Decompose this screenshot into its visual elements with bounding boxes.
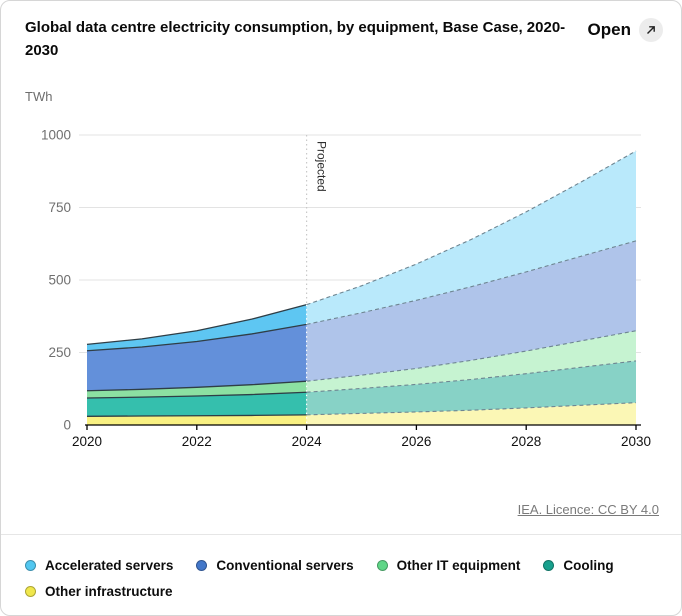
open-button-label: Open	[587, 20, 631, 39]
y-axis-unit-label: TWh	[25, 89, 53, 104]
legend-dot-conventional-servers-icon	[196, 559, 208, 571]
svg-text:250: 250	[48, 345, 71, 360]
legend-dot-cooling-icon	[543, 559, 555, 571]
legend-label-conventional-servers: Conventional servers	[216, 557, 354, 573]
svg-text:2028: 2028	[511, 434, 541, 449]
svg-text:2024: 2024	[292, 434, 323, 449]
chart-legend: Accelerated servers Conventional servers O…	[25, 552, 665, 604]
legend-label-other-it-equipment: Other IT equipment	[396, 557, 521, 573]
legend-item-conventional-servers[interactable]: Conventional servers	[196, 557, 354, 573]
legend-dot-other-infrastructure-icon	[25, 585, 36, 597]
legend-item-other-infrastructure[interactable]: Other infrastructure	[25, 584, 173, 599]
chart-title: Global data centre electricity consumpti…	[25, 19, 566, 59]
legend-dot-accelerated-servers-icon	[25, 559, 36, 571]
svg-text:500: 500	[48, 273, 71, 288]
legend-item-other-it-equipment[interactable]: Other IT equipment	[376, 557, 521, 573]
legend-row: Other infrastructure	[25, 578, 665, 604]
legend-item-cooling[interactable]: Cooling	[543, 557, 614, 573]
legend-label-cooling: Cooling	[563, 557, 614, 573]
svg-text:Projected: Projected	[315, 141, 329, 192]
legend-row: Accelerated servers Conventional servers O…	[25, 552, 665, 578]
svg-text:2020: 2020	[72, 434, 102, 449]
svg-text:2022: 2022	[182, 434, 212, 449]
svg-text:2026: 2026	[401, 434, 431, 449]
legend-label-accelerated-servers: Accelerated servers	[45, 557, 174, 573]
legend-dot-other-it-equipment-icon	[376, 559, 388, 571]
open-external-icon	[639, 18, 663, 42]
divider	[1, 534, 681, 535]
open-button[interactable]: Open	[588, 18, 663, 42]
svg-text:750: 750	[48, 200, 71, 215]
svg-text:1000: 1000	[41, 128, 71, 143]
legend-item-accelerated-servers[interactable]: Accelerated servers	[25, 558, 173, 573]
svg-text:0: 0	[63, 418, 71, 433]
svg-text:2030: 2030	[621, 434, 651, 449]
stacked-area-chart[interactable]: 0 250 500 750 1000 Projected 2020 2022 2024 2026 2…	[1, 119, 682, 464]
attribution-link[interactable]: IEA. Licence: CC BY 4.0	[517, 502, 659, 517]
legend-label-other-infrastructure: Other infrastructure	[45, 583, 173, 599]
